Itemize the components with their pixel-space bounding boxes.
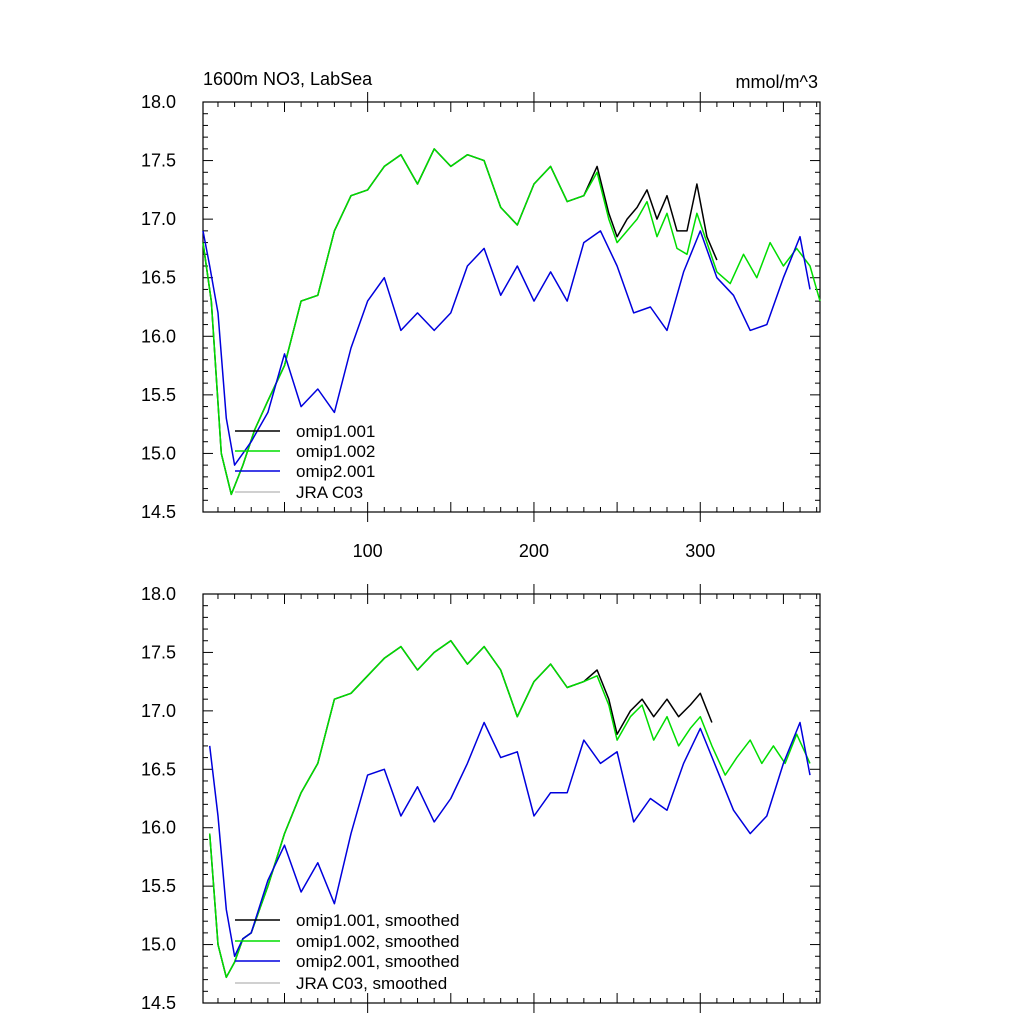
top-series-line-omip2-001 (202, 230, 811, 466)
legend-label-omip1-001: omip1.001 (296, 422, 375, 441)
top-ytick-label: 14.5 (141, 502, 176, 522)
top-series-line-omip1-002 (202, 148, 821, 496)
bottom-ytick-label: 14.5 (141, 993, 176, 1013)
top-ytick-label: 16.5 (141, 268, 176, 288)
top-ytick-label: 15.5 (141, 385, 176, 405)
top-series-line-omip1-001 (202, 148, 718, 496)
bottom-ytick-label: 17.0 (141, 701, 176, 721)
top-ytick-label: 17.0 (141, 209, 176, 229)
legend-label-omip1-002-smoothed: omip1.002, smoothed (296, 932, 460, 951)
top-panel-axes: 14.5 15.0 15.5 16.0 16.5 17.0 17.5 18.0 100 200 30… (141, 92, 821, 561)
legend-label-jra-c03-smoothed: JRA C03, smoothed (296, 974, 447, 993)
bottom-ytick-label: 16.0 (141, 818, 176, 838)
top-ytick-label: 15.0 (141, 443, 176, 463)
top-xtick-label: 300 (685, 541, 715, 561)
top-panel-series (202, 148, 821, 496)
bottom-ytick-label: 15.5 (141, 876, 176, 896)
bottom-panel-legend: omip1.001, smoothed omip1.002, smoothed … (235, 911, 460, 993)
top-xtick-label: 200 (519, 541, 549, 561)
bottom-series-line-omip2-001 (208, 721, 811, 958)
legend-label-omip1-001-smoothed: omip1.001, smoothed (296, 911, 460, 930)
legend-label-jra-c03: JRA C03 (296, 483, 363, 502)
legend-label-omip1-002: omip1.002 (296, 442, 375, 461)
top-panel-units: mmol/m^3 (736, 72, 818, 92)
legend-label-omip2-001-smoothed: omip2.001, smoothed (296, 952, 460, 971)
bottom-ytick-label: 18.0 (141, 584, 176, 604)
bottom-series-line-omip1-002 (208, 639, 811, 979)
bottom-panel-axes: 14.5 15.0 15.5 16.0 16.5 17.0 17.5 18.0 (141, 584, 821, 1013)
bottom-ytick-label: 16.5 (141, 759, 176, 779)
top-panel-legend: omip1.001 omip1.002 omip2.001 JRA C03 (235, 422, 375, 502)
top-ytick-label: 16.0 (141, 326, 176, 346)
top-panel-title: 1600m NO3, LabSea (203, 69, 373, 89)
bottom-panel-frame (202, 593, 821, 1004)
legend-label-omip2-001: omip2.001 (296, 462, 375, 481)
bottom-series-line-omip1-001 (208, 639, 713, 979)
top-ytick-label: 17.5 (141, 151, 176, 171)
bottom-ytick-label: 15.0 (141, 935, 176, 955)
top-xtick-label: 100 (353, 541, 383, 561)
top-panel-frame (202, 101, 821, 513)
top-ytick-label: 18.0 (141, 92, 176, 112)
bottom-panel-series (208, 639, 811, 979)
bottom-ytick-label: 17.5 (141, 642, 176, 662)
